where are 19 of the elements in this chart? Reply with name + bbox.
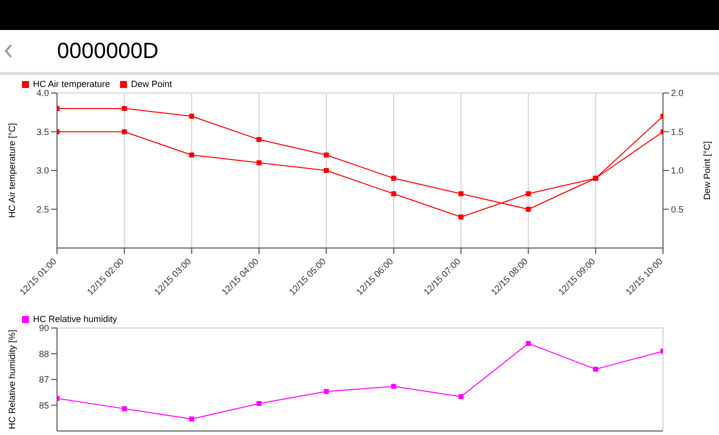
y-tick-label: 88 <box>38 348 49 359</box>
chart-title: 0000000D <box>57 38 159 64</box>
y-tick-label: 85 <box>38 400 49 410</box>
y2-axis-title: Dew Point [°C] <box>702 141 712 200</box>
y-tick-label: 3.0 <box>36 166 49 176</box>
y-tick-label: 87 <box>38 374 49 385</box>
y-axis-title: HC Relative humidity [%] <box>7 330 18 430</box>
y-tick-label: 2.5 <box>36 204 49 214</box>
y-axis-title: HC Air temperature [°C] <box>7 123 18 218</box>
legend-label: HC Air temperature <box>33 79 110 89</box>
y2-tick-label: 1.0 <box>671 166 684 176</box>
y2-tick-label: 1.5 <box>671 126 684 137</box>
y-tick-label: 4.0 <box>36 88 49 98</box>
legend-label: Dew Point <box>131 79 172 89</box>
y-tick-label: 90 <box>38 323 49 334</box>
y-tick-label: 3.5 <box>36 126 49 137</box>
y2-tick-label: 2.0 <box>671 88 684 98</box>
legend-label: HC Relative humidity <box>33 314 118 324</box>
y2-tick-label: 0.5 <box>671 204 684 214</box>
